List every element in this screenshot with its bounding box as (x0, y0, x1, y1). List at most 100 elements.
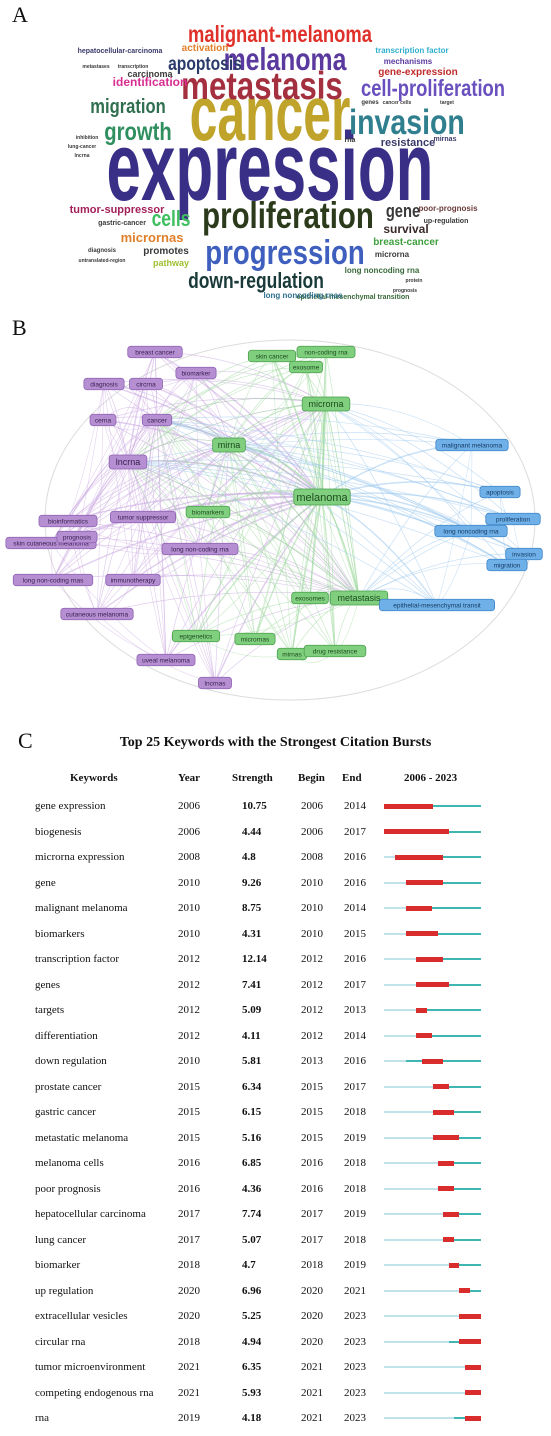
cloud-word: breast-cancer (373, 237, 439, 248)
network-edge (305, 366, 323, 498)
burst-end: 2014 (344, 902, 366, 914)
network-node-label: melanoma (296, 492, 348, 504)
network-edge (127, 461, 472, 532)
burst-strength: 4.18 (242, 1412, 262, 1424)
timeline-inactive (384, 907, 406, 909)
burst-timeline (384, 1211, 481, 1217)
network-edge (145, 379, 327, 405)
timeline-burst (464, 1390, 481, 1395)
cloud-word: metastases (82, 64, 109, 70)
burst-timeline (384, 854, 481, 860)
burst-begin: 2010 (301, 876, 323, 889)
cloud-word: identification (113, 75, 188, 89)
timeline-inactive (384, 1264, 449, 1266)
burst-begin: 2021 (301, 1386, 323, 1399)
network-edge (228, 444, 293, 655)
timeline-inactive (384, 1213, 444, 1215)
timeline-inactive (384, 1034, 417, 1037)
cloud-word: gene-expression (378, 67, 457, 78)
timeline-burst (384, 803, 433, 809)
burst-end: 2021 (344, 1284, 366, 1297)
network-node: epigenetics (171, 629, 221, 643)
timeline-active (405, 932, 481, 935)
burst-year: 2019 (178, 1412, 200, 1424)
cloud-word: micrornas (121, 230, 184, 245)
timeline-inactive (384, 1187, 438, 1190)
burst-strength: 6.85 (242, 1157, 262, 1169)
network-node: tumor suppressor (110, 510, 176, 524)
network-node-label: invasion (512, 551, 536, 558)
cloud-word: metastasis (181, 64, 343, 108)
burst-keyword: gene expression (35, 800, 106, 812)
timeline-burst (464, 1364, 481, 1370)
cloud-word: tumor-suppressor (70, 204, 165, 216)
burst-year: 2010 (178, 876, 200, 889)
network-node-label: skin cutaneous melanoma (13, 540, 89, 547)
timeline-burst (448, 1262, 460, 1268)
timeline-active (416, 1009, 481, 1011)
header-strength: Strength (232, 772, 273, 784)
burst-keyword: microrna expression (35, 851, 125, 863)
burst-timeline (384, 1390, 481, 1395)
network-edge (228, 444, 311, 599)
network-node-box (234, 632, 276, 646)
burst-timeline (384, 1262, 481, 1268)
burst-year: 2018 (178, 1335, 200, 1348)
network-edge (325, 403, 514, 520)
header-begin: Begin (298, 772, 325, 784)
timeline-burst (443, 1237, 455, 1242)
burst-row: melanoma cells 2016 6.85 2016 2018 (0, 1156, 551, 1181)
burst-timeline (384, 880, 481, 885)
network-node-box (293, 488, 351, 506)
burst-timeline (384, 1109, 481, 1115)
network-node: exosomes (291, 591, 329, 605)
timeline-inactive (384, 1085, 433, 1088)
network-node-label: epigenetics (180, 633, 214, 640)
network-edge (103, 383, 216, 684)
network-node-box (38, 514, 98, 528)
network-edge (291, 403, 327, 655)
burst-end: 2018 (344, 1106, 366, 1118)
network-edge (207, 366, 307, 513)
network-node-label: diagnosis (90, 381, 118, 388)
burst-year: 2012 (178, 978, 200, 991)
network-node: epithelial-mesenchymal transit (378, 598, 496, 612)
network-node-label: immunotherapy (111, 577, 157, 584)
network-edge (156, 419, 501, 493)
burst-end: 2018 (344, 1157, 366, 1169)
network-edge (436, 530, 472, 606)
cloud-word: resistance (381, 137, 435, 149)
timeline-active (432, 1111, 481, 1113)
burst-begin: 2018 (301, 1259, 323, 1271)
burst-end: 2016 (344, 953, 366, 965)
burst-keyword: down regulation (35, 1055, 107, 1067)
network-edge (52, 444, 230, 581)
network-node: metastasis (329, 590, 389, 606)
network-edge (156, 419, 216, 684)
cloud-word: carcinoma (127, 69, 173, 79)
timeline-burst (405, 931, 438, 936)
timeline-burst (405, 880, 444, 885)
burst-begin: 2017 (301, 1233, 323, 1246)
network-node: diagnosis (83, 377, 125, 391)
network-node-label: breast cancer (135, 349, 175, 356)
burst-end: 2023 (344, 1412, 366, 1424)
burst-strength: 12.14 (242, 953, 267, 965)
burst-strength: 4.44 (242, 825, 262, 838)
network-node-box (108, 454, 148, 470)
chart-title: Top 25 Keywords with the Strongest Citat… (119, 735, 432, 750)
timeline-inactive (384, 1289, 460, 1292)
network-edge (254, 351, 327, 640)
burst-strength: 8.75 (242, 902, 262, 914)
network-node-label: epithelial-mesenchymal transit (393, 602, 481, 609)
burst-timeline (384, 1007, 481, 1013)
network-node: exosome (289, 360, 323, 374)
burst-keyword: up regulation (35, 1284, 94, 1297)
burst-strength: 4.94 (242, 1335, 262, 1348)
network-node: microrna (301, 396, 351, 412)
burst-begin: 2015 (301, 1080, 323, 1093)
network-node: prognosis (56, 530, 98, 544)
burst-row: prostate cancer 2015 6.34 2015 2017 (0, 1080, 551, 1105)
network-node: mirna (212, 437, 246, 453)
network-node: bioinformatics (38, 514, 98, 528)
